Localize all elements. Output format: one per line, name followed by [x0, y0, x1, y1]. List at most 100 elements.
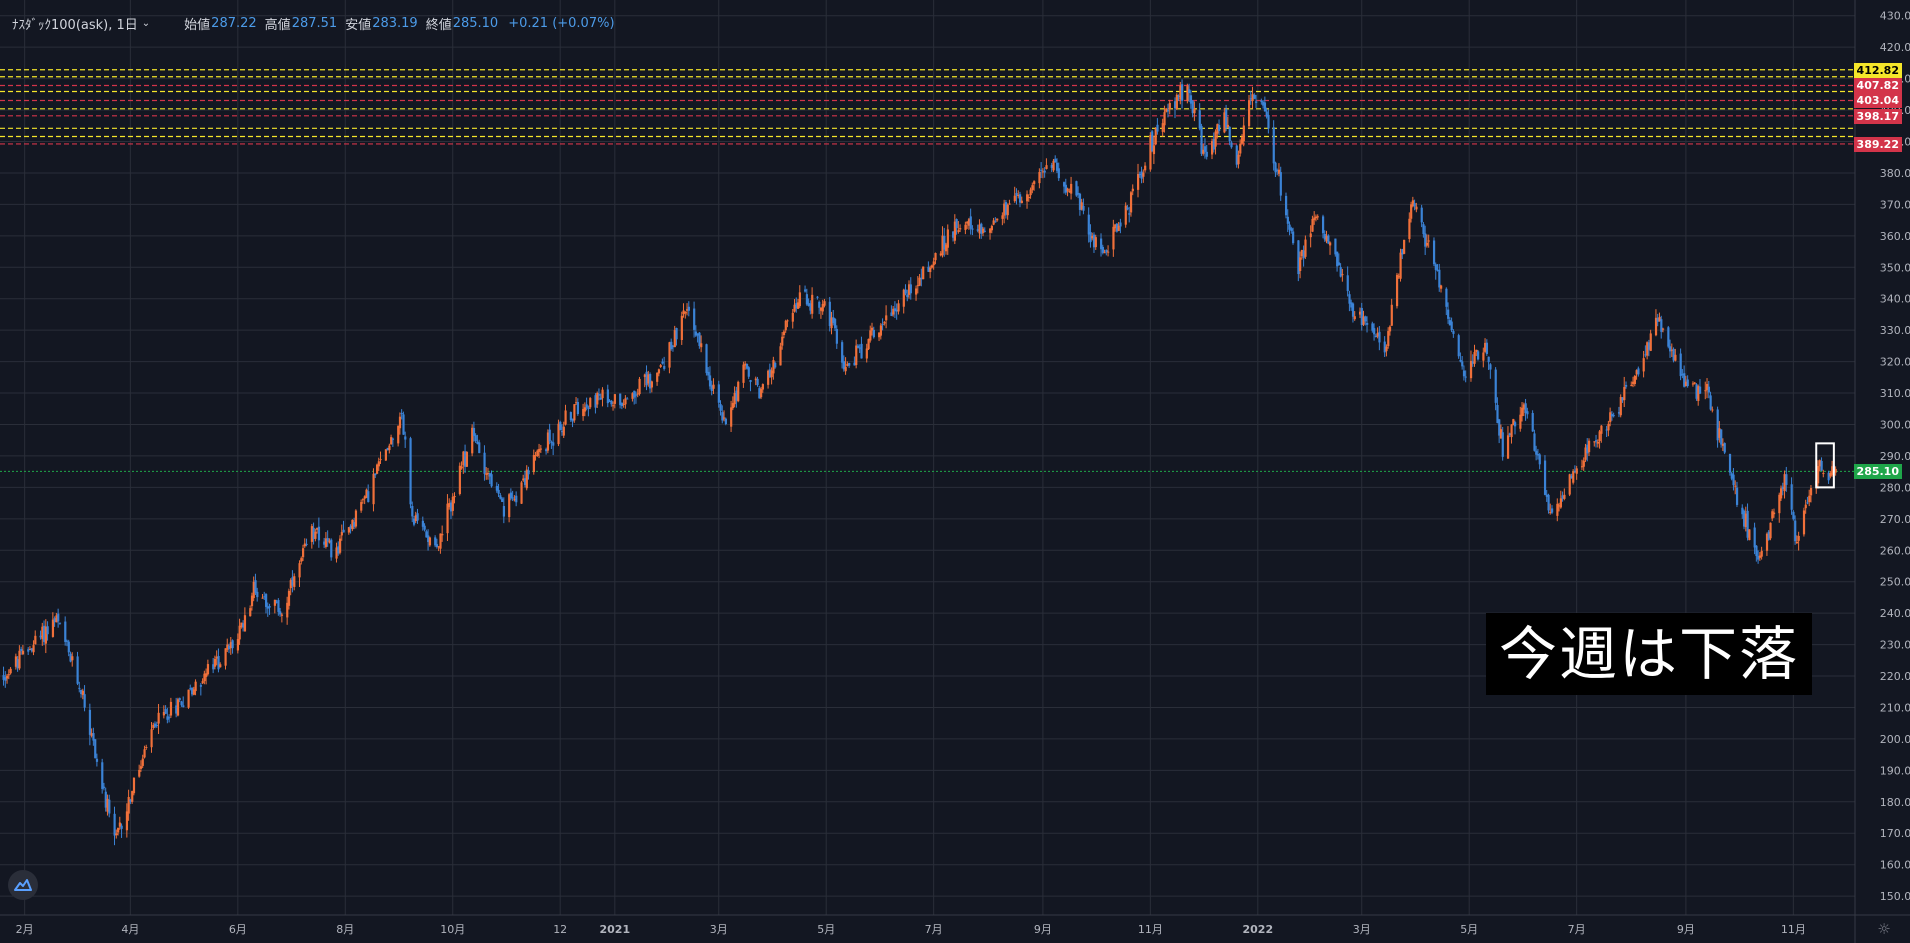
candle-body — [1697, 386, 1700, 401]
candle-body — [548, 429, 551, 442]
candle-body — [1152, 145, 1156, 155]
candle-body — [1424, 233, 1427, 247]
x-tick-label: 6月 — [229, 923, 247, 936]
candle-body — [166, 716, 169, 720]
candle-body — [545, 449, 548, 452]
candle-body — [1399, 252, 1402, 279]
candle-body — [428, 537, 432, 546]
candle-body — [1632, 381, 1635, 385]
candle-body — [375, 464, 379, 474]
candle-body — [425, 531, 428, 538]
candle-body — [1316, 216, 1319, 218]
candle-body — [206, 664, 210, 675]
candle-body — [712, 384, 715, 389]
candle-body — [735, 390, 738, 401]
candle-body — [182, 705, 185, 708]
candle-body — [832, 317, 835, 324]
level-price-label: 398.17 — [1853, 108, 1902, 124]
candle-body — [659, 365, 662, 367]
candle-body — [312, 527, 315, 539]
candle-body — [1008, 203, 1011, 205]
candle-body — [34, 635, 37, 645]
candle-body — [1188, 89, 1191, 94]
logo-button[interactable] — [8, 870, 38, 900]
x-tick-label: 3月 — [710, 923, 728, 936]
candle-body — [1448, 320, 1452, 326]
candle-body — [890, 312, 893, 316]
candle-body — [1181, 84, 1184, 101]
candle-body — [1003, 203, 1006, 216]
candle-body — [513, 499, 516, 501]
candle-body — [7, 674, 11, 676]
candle-body — [115, 833, 118, 836]
candle-body — [1582, 460, 1585, 467]
candle-body — [745, 363, 749, 369]
candle-body — [1461, 361, 1464, 367]
candle-body — [1353, 316, 1356, 320]
candle-body — [1607, 423, 1610, 431]
candle-body — [228, 645, 231, 650]
candle-body — [694, 331, 698, 336]
candle-body — [361, 499, 365, 501]
candle-body — [1440, 285, 1443, 289]
candle-body — [742, 364, 745, 383]
candle-body — [314, 531, 317, 539]
candle-body — [770, 370, 773, 378]
candle-body — [1161, 123, 1164, 132]
candle-body — [30, 648, 33, 651]
candle-body — [427, 535, 430, 543]
close-label: 終値 — [425, 18, 452, 33]
candle-body — [1420, 207, 1423, 223]
candle-body — [1284, 195, 1288, 216]
candle-body — [915, 288, 918, 295]
annotation-text[interactable]: 今週は下落 — [1486, 613, 1812, 695]
candle-body — [1237, 154, 1240, 165]
candle-body — [1656, 317, 1659, 322]
candle-body — [920, 277, 923, 280]
y-tick-label: 370.00 — [1880, 198, 1910, 211]
candle-body — [673, 330, 676, 348]
gear-icon[interactable]: ☼ — [1877, 920, 1891, 938]
candle-body — [1017, 195, 1020, 197]
candle-body — [1834, 468, 1837, 473]
candle-body — [1674, 354, 1677, 361]
candle-body — [1401, 248, 1404, 255]
candle-body — [575, 402, 578, 404]
candle-body — [64, 621, 67, 642]
candle-body — [1748, 529, 1751, 541]
candle-body — [83, 694, 86, 708]
chevron-down-icon[interactable]: ⌄ — [141, 18, 151, 29]
candle-body — [650, 381, 654, 388]
candle-body — [1029, 189, 1032, 196]
candle-body — [1831, 466, 1834, 475]
candle-body — [816, 296, 819, 298]
symbol-title[interactable]: ﾅｽﾀﾞｯｸ100(ask), 1日 — [12, 18, 138, 33]
candle-body — [1299, 257, 1302, 272]
candle-body — [1235, 145, 1238, 165]
open-label: 始値 — [184, 18, 211, 33]
candle-body — [113, 813, 116, 836]
candle-body — [1623, 387, 1626, 401]
candle-body — [18, 650, 21, 669]
candle-body — [286, 602, 289, 618]
candle-body — [1547, 494, 1550, 511]
candle-body — [1519, 414, 1522, 429]
mountain-logo-icon — [14, 879, 32, 891]
candle-body — [758, 388, 761, 399]
candle-body — [277, 600, 280, 612]
x-tick-label: 10月 — [440, 923, 465, 936]
x-tick-label: 7月 — [1568, 923, 1586, 936]
candle-body — [1388, 326, 1392, 332]
candle-body — [2, 675, 5, 680]
candle-body — [1351, 303, 1355, 317]
candle-body — [807, 303, 810, 306]
candle-body — [132, 777, 136, 794]
candle-body — [363, 496, 366, 499]
candle-body — [908, 284, 911, 295]
candle-body — [1149, 135, 1152, 170]
candle-body — [1156, 124, 1159, 132]
candle-body — [1482, 352, 1485, 361]
candle-body — [860, 343, 863, 359]
